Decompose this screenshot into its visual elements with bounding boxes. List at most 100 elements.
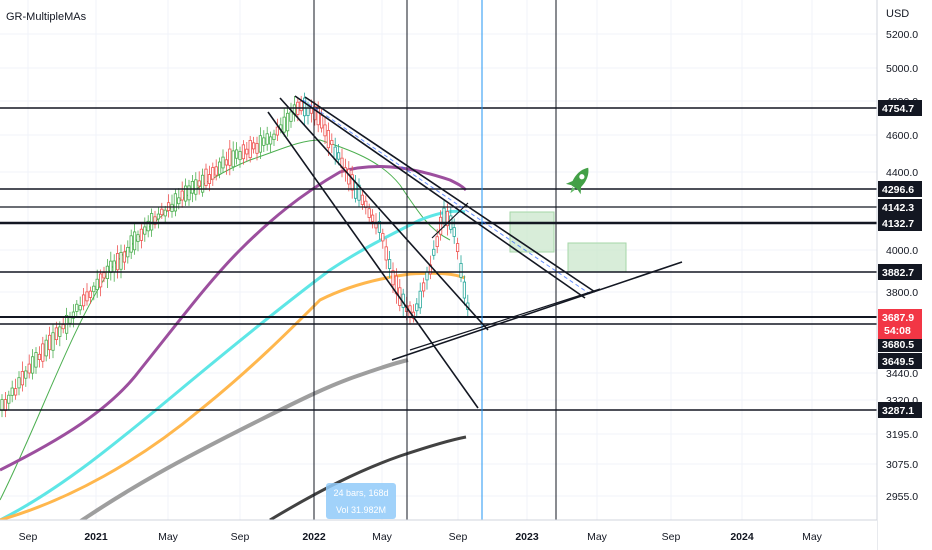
y-tick-label: 4600.0 <box>886 130 918 142</box>
candle-body <box>425 271 429 281</box>
candle-body <box>258 135 263 153</box>
price-tag: 4754.7 <box>878 100 922 116</box>
x-tick-label: May <box>587 531 608 543</box>
last-price-countdown: 54:08 <box>884 325 911 337</box>
trendline-upper-channel-2 <box>294 95 586 299</box>
y-tick-label: 5000.0 <box>886 63 918 75</box>
candle-body <box>197 180 201 187</box>
x-tick-label: Sep <box>662 531 681 543</box>
price-tag-bg <box>878 336 922 352</box>
candle-body <box>459 263 463 278</box>
currency-label: USD <box>886 8 909 20</box>
candle-body <box>99 273 103 288</box>
candle-body <box>20 371 25 386</box>
candle-body <box>323 124 327 137</box>
price-tag: 4296.6 <box>878 181 922 197</box>
candle-body <box>268 136 273 145</box>
candle-body <box>51 332 55 351</box>
candle-body <box>336 152 341 160</box>
candle-body <box>234 149 239 159</box>
candle-body <box>3 399 7 412</box>
candle-body <box>214 166 218 176</box>
candle-body <box>438 216 443 235</box>
candle-body <box>377 220 382 233</box>
candle-body <box>302 97 307 117</box>
candle-body <box>82 294 86 307</box>
candle-body <box>381 233 385 242</box>
candle-body <box>48 334 52 351</box>
candle-body <box>360 194 365 205</box>
candle-body <box>112 260 116 273</box>
last-price-value: 3687.9 <box>882 312 914 324</box>
candle-body <box>289 111 293 122</box>
x-tick-label: Sep <box>19 531 38 543</box>
y-tick-label: 3440.0 <box>886 368 918 380</box>
candle-body <box>129 235 133 253</box>
candle-body <box>7 394 11 404</box>
candle-body <box>27 363 31 374</box>
price-tag: 3882.7 <box>878 264 922 280</box>
x-tick-label: May <box>372 531 393 543</box>
moving-averages <box>0 139 468 550</box>
candle-body <box>126 246 130 258</box>
candle-body <box>228 148 232 166</box>
candle-body <box>207 174 211 184</box>
candle-body <box>122 251 126 263</box>
candle-body <box>85 291 89 302</box>
last-price-bg <box>878 309 922 339</box>
x-tick-label: 2021 <box>84 531 108 543</box>
trendline-wedge-left <box>267 111 479 409</box>
moving-average-5 <box>38 358 409 550</box>
price-tag-bg <box>878 264 922 280</box>
candle-body <box>180 190 184 201</box>
candle-body <box>41 343 45 362</box>
candle-body <box>387 259 392 269</box>
y-tick-label: 3195.0 <box>886 429 918 441</box>
candle-body <box>17 377 21 389</box>
candle-body <box>61 324 65 330</box>
candle-body <box>146 220 150 232</box>
candle-body <box>13 388 18 396</box>
moving-average-2 <box>0 209 466 522</box>
price-tag-text: 3649.5 <box>882 356 914 368</box>
x-tick-label: Sep <box>231 531 250 543</box>
candle-body <box>245 148 249 155</box>
candle-body <box>299 100 303 112</box>
candle-body <box>238 151 242 161</box>
price-tag-bg <box>878 181 922 197</box>
candle-body <box>95 278 99 290</box>
candle-body <box>367 208 371 218</box>
candle-body <box>415 303 419 312</box>
measure-box-bars: 24 bars, 168d <box>333 488 388 498</box>
candle-body <box>211 167 215 180</box>
candle-body <box>255 143 259 154</box>
candle-body <box>353 182 358 199</box>
y-tick-label: 5200.0 <box>886 29 918 41</box>
x-axis-ticks: Sep 2021 May Sep 2022 May Sep 2023 May Sep 2024 May <box>19 531 823 543</box>
y-tick-label: 2955.0 <box>886 491 918 503</box>
candle-body <box>34 352 38 368</box>
trendline-support-rising <box>391 261 683 361</box>
last-price-tag: 3687.954:08 <box>878 309 922 339</box>
candle-body <box>44 339 48 357</box>
candle-body <box>132 231 137 251</box>
x-tick-label: May <box>802 531 823 543</box>
candle-body <box>442 207 446 224</box>
price-tag: 3649.5 <box>878 353 922 369</box>
price-tag-text: 3882.7 <box>882 267 914 279</box>
candle-body <box>319 115 324 129</box>
candle-body <box>251 142 256 150</box>
y-tick-label: 3075.0 <box>886 459 918 471</box>
moving-average-6 <box>269 435 467 522</box>
candle-body <box>421 282 426 292</box>
y-tick-label: 3800.0 <box>886 287 918 299</box>
candle-body <box>231 150 235 168</box>
candle-body <box>204 168 208 186</box>
candle-body <box>200 174 205 193</box>
candle-body <box>88 290 92 298</box>
x-tick-label: 2023 <box>515 531 539 543</box>
trendline-support-rising-2 <box>409 288 601 351</box>
projection-zone-2 <box>567 242 627 273</box>
price-tag-bg <box>878 402 922 418</box>
